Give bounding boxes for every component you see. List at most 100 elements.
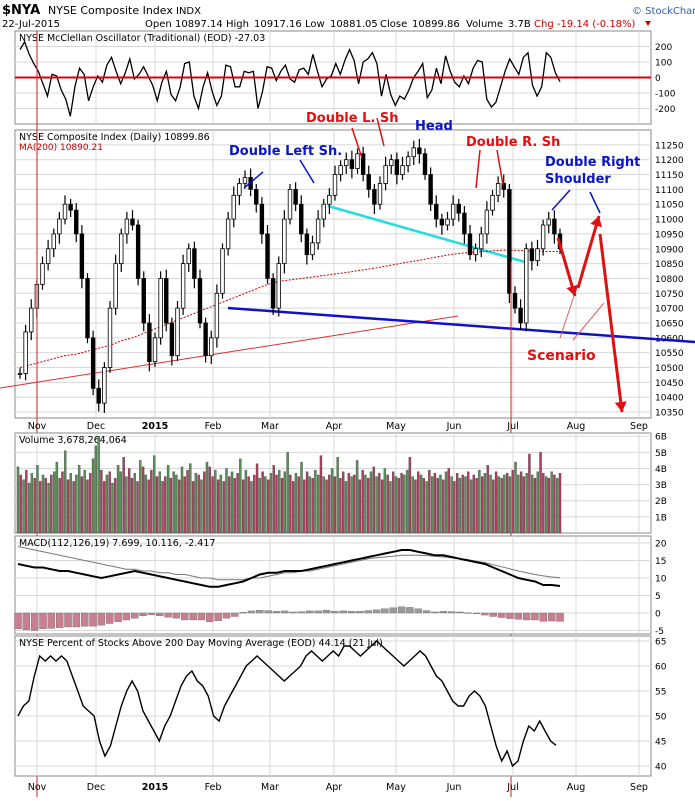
- annotation-head: Head: [415, 119, 453, 134]
- price-x-label: Apr: [326, 421, 343, 432]
- volume-bar: [492, 479, 495, 534]
- volume-bar: [264, 476, 267, 534]
- macd-histogram-bar: [22, 612, 31, 630]
- chart-date: 22-Jul-2015: [2, 19, 60, 30]
- price-candle: [450, 203, 456, 220]
- pct200-tick-label: 50: [655, 713, 667, 723]
- price-candle: [96, 387, 101, 404]
- price-candle: [197, 278, 203, 324]
- macd-tick-label: 10: [655, 575, 667, 585]
- macd-histogram-bar: [322, 610, 331, 614]
- volume-tick-label: 4B: [655, 465, 667, 475]
- volume-bar: [547, 478, 551, 534]
- price-candle: [490, 194, 495, 211]
- volume-bar: [33, 478, 36, 534]
- volume-bar: [239, 458, 242, 534]
- macd-histogram-bar: [64, 612, 72, 628]
- macd-histogram-bar: [497, 612, 506, 618]
- volume-bar: [144, 474, 148, 534]
- price-candle: [90, 337, 96, 389]
- volume-bar: [455, 473, 459, 534]
- price-candle: [180, 263, 186, 309]
- pointer-left-sh-2: [299, 159, 315, 184]
- mcclellan-tick-label: -200: [655, 105, 676, 115]
- volume-bar: [261, 471, 264, 534]
- symbol: $NYA: [2, 3, 40, 18]
- price-tick-label: 11200: [655, 156, 684, 166]
- volume-bar: [444, 471, 448, 534]
- low-label: Low: [305, 19, 325, 30]
- volume-bar: [278, 469, 281, 534]
- macd-histogram-bar: [114, 612, 122, 622]
- annotation-double-left-sh: Double Left Sh.: [229, 144, 342, 159]
- scenario-arrow-up-head: [590, 216, 602, 228]
- price-candle: [169, 322, 175, 357]
- price-candle: [276, 263, 281, 309]
- volume-bar: [514, 461, 517, 534]
- volume-bar: [191, 481, 195, 534]
- price-candle: [462, 212, 467, 235]
- price-tick-label: 10650: [655, 319, 684, 329]
- volume-bar: [289, 474, 292, 534]
- volume-bar: [519, 471, 523, 534]
- volume-bar: [16, 466, 20, 534]
- price-candle: [321, 203, 326, 220]
- volume-bar: [66, 479, 70, 534]
- volume-bar: [247, 476, 250, 534]
- volume-tick-label: 3B: [655, 481, 667, 491]
- volume-bar: [136, 481, 139, 534]
- volume-bar: [22, 479, 25, 534]
- price-candle: [265, 233, 270, 279]
- price-candle: [540, 224, 546, 250]
- volume-bar: [386, 474, 389, 534]
- close-value: 10899.86: [412, 19, 460, 30]
- volume-bar: [500, 478, 503, 534]
- price-candle: [400, 165, 405, 175]
- macd-histogram-bar: [347, 611, 356, 614]
- price-candle: [394, 159, 400, 175]
- macd-histogram-bar: [81, 612, 89, 627]
- volume-bar: [200, 479, 203, 534]
- price-candle: [411, 147, 416, 158]
- volume-bar: [166, 465, 170, 534]
- annotation-scenario: Scenario: [527, 348, 596, 364]
- volume-bar: [52, 471, 56, 534]
- volume-bar: [164, 476, 167, 534]
- macd-histogram-bar: [531, 612, 539, 621]
- volume-bar: [430, 476, 434, 534]
- macd-histogram-bar: [256, 610, 264, 614]
- volume-bar: [111, 482, 114, 534]
- volume-bar: [478, 469, 481, 534]
- macd-histogram-bar: [55, 612, 64, 628]
- macd-histogram-bar: [39, 612, 47, 629]
- price-tick-label: 10900: [655, 245, 684, 255]
- volume-bar: [511, 469, 514, 534]
- volume-bar: [411, 476, 414, 534]
- price-candle: [366, 174, 371, 190]
- volume-bar: [394, 476, 398, 534]
- price-candle: [102, 367, 107, 404]
- volume-bar: [305, 471, 309, 534]
- volume-bar: [467, 471, 470, 534]
- price-candle: [518, 307, 523, 324]
- volume-bar: [172, 471, 175, 534]
- annotation-shoulder: Shoulder: [545, 172, 611, 187]
- volume-bar: [425, 481, 428, 534]
- mcclellan-tick-label: 200: [655, 43, 672, 53]
- price-candle: [501, 183, 506, 190]
- volume-bar: [44, 478, 47, 534]
- volume-bar: [153, 455, 156, 534]
- scenario-pointer-2: [572, 302, 605, 341]
- macd-histogram-bar: [239, 612, 247, 614]
- scenario-arrow-down-1-head: [566, 284, 578, 296]
- volume-title: Volume 3,678,264,064: [19, 435, 127, 446]
- pct200-x-label: Dec: [87, 782, 105, 793]
- macd-histogram-bar: [281, 610, 289, 614]
- volume-bar: [155, 476, 159, 534]
- price-tick-label: 10350: [655, 409, 684, 419]
- volume-bar: [275, 474, 278, 534]
- volume-bar: [194, 473, 198, 534]
- volume-bar: [250, 481, 253, 534]
- price-candle: [23, 331, 28, 374]
- price-candle: [439, 218, 445, 226]
